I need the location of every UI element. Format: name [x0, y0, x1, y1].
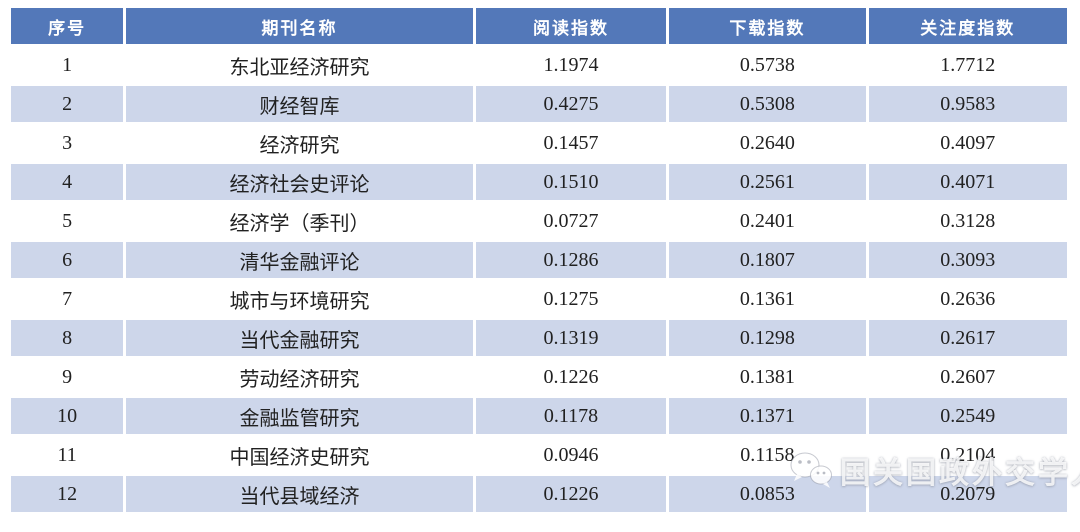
attention-index-cell: 1.7712 — [868, 47, 1067, 83]
header-cell-serial: 序号 — [11, 8, 124, 44]
serial-cell: 1 — [11, 47, 124, 83]
journal-name-cell: 当代县域经济 — [126, 476, 473, 512]
attention-index-cell: 0.3093 — [868, 242, 1067, 278]
journal-name-cell: 经济社会史评论 — [126, 164, 473, 200]
table-row: 6 清华金融评论 0.1286 0.1807 0.3093 — [11, 242, 1067, 278]
table-header-row: 序号 期刊名称 阅读指数 下载指数 关注度指数 — [11, 8, 1067, 44]
table-row: 8 当代金融研究 0.1319 0.1298 0.2617 — [11, 320, 1067, 356]
journal-name-cell: 东北亚经济研究 — [126, 47, 473, 83]
download-index-cell: 0.1807 — [669, 242, 866, 278]
journal-name-cell: 清华金融评论 — [126, 242, 473, 278]
attention-index-cell: 0.2549 — [868, 398, 1067, 434]
header-cell-attention: 关注度指数 — [868, 8, 1067, 44]
download-index-cell: 0.2561 — [669, 164, 866, 200]
table-row: 7 城市与环境研究 0.1275 0.1361 0.2636 — [11, 281, 1067, 317]
download-index-cell: 0.0853 — [669, 476, 866, 512]
serial-cell: 5 — [11, 203, 124, 239]
journal-name-cell: 经济研究 — [126, 125, 473, 161]
table-row: 4 经济社会史评论 0.1510 0.2561 0.4071 — [11, 164, 1067, 200]
reading-index-cell: 0.1510 — [475, 164, 667, 200]
reading-index-cell: 0.1457 — [475, 125, 667, 161]
download-index-cell: 0.1371 — [669, 398, 866, 434]
serial-cell: 8 — [11, 320, 124, 356]
attention-index-cell: 0.9583 — [868, 86, 1067, 122]
download-index-cell: 0.1381 — [669, 359, 866, 395]
reading-index-cell: 0.1226 — [475, 359, 667, 395]
reading-index-cell: 0.1226 — [475, 476, 667, 512]
header-cell-reading: 阅读指数 — [475, 8, 667, 44]
serial-cell: 11 — [11, 437, 124, 473]
reading-index-cell: 1.1974 — [475, 47, 667, 83]
header-cell-download: 下载指数 — [669, 8, 866, 44]
journal-index-table: 序号 期刊名称 阅读指数 下载指数 关注度指数 1 东北亚经济研究 1.1974… — [8, 5, 1070, 515]
attention-index-cell: 0.4097 — [868, 125, 1067, 161]
download-index-cell: 0.2640 — [669, 125, 866, 161]
download-index-cell: 0.5308 — [669, 86, 866, 122]
reading-index-cell: 0.1286 — [475, 242, 667, 278]
reading-index-cell: 0.0946 — [475, 437, 667, 473]
journal-name-cell: 中国经济史研究 — [126, 437, 473, 473]
serial-cell: 3 — [11, 125, 124, 161]
download-index-cell: 0.1361 — [669, 281, 866, 317]
download-index-cell: 0.1298 — [669, 320, 866, 356]
serial-cell: 9 — [11, 359, 124, 395]
serial-cell: 7 — [11, 281, 124, 317]
attention-index-cell: 0.2079 — [868, 476, 1067, 512]
serial-cell: 10 — [11, 398, 124, 434]
attention-index-cell: 0.3128 — [868, 203, 1067, 239]
serial-cell: 6 — [11, 242, 124, 278]
reading-index-cell: 0.1178 — [475, 398, 667, 434]
serial-cell: 4 — [11, 164, 124, 200]
reading-index-cell: 0.1319 — [475, 320, 667, 356]
journal-name-cell: 当代金融研究 — [126, 320, 473, 356]
serial-cell: 12 — [11, 476, 124, 512]
journal-name-cell: 经济学（季刊） — [126, 203, 473, 239]
attention-index-cell: 0.4071 — [868, 164, 1067, 200]
journal-index-table-container: 序号 期刊名称 阅读指数 下载指数 关注度指数 1 东北亚经济研究 1.1974… — [8, 5, 1070, 515]
table-row: 2 财经智库 0.4275 0.5308 0.9583 — [11, 86, 1067, 122]
reading-index-cell: 0.0727 — [475, 203, 667, 239]
reading-index-cell: 0.1275 — [475, 281, 667, 317]
attention-index-cell: 0.2636 — [868, 281, 1067, 317]
download-index-cell: 0.5738 — [669, 47, 866, 83]
attention-index-cell: 0.2104 — [868, 437, 1067, 473]
attention-index-cell: 0.2607 — [868, 359, 1067, 395]
download-index-cell: 0.2401 — [669, 203, 866, 239]
reading-index-cell: 0.4275 — [475, 86, 667, 122]
table-row: 9 劳动经济研究 0.1226 0.1381 0.2607 — [11, 359, 1067, 395]
header-cell-journal: 期刊名称 — [126, 8, 473, 44]
journal-name-cell: 财经智库 — [126, 86, 473, 122]
table-row: 1 东北亚经济研究 1.1974 0.5738 1.7712 — [11, 47, 1067, 83]
table-row: 12 当代县域经济 0.1226 0.0853 0.2079 — [11, 476, 1067, 512]
attention-index-cell: 0.2617 — [868, 320, 1067, 356]
table-row: 11 中国经济史研究 0.0946 0.1158 0.2104 — [11, 437, 1067, 473]
table-row: 10 金融监管研究 0.1178 0.1371 0.2549 — [11, 398, 1067, 434]
table-row: 3 经济研究 0.1457 0.2640 0.4097 — [11, 125, 1067, 161]
table-row: 5 经济学（季刊） 0.0727 0.2401 0.3128 — [11, 203, 1067, 239]
journal-name-cell: 金融监管研究 — [126, 398, 473, 434]
journal-name-cell: 劳动经济研究 — [126, 359, 473, 395]
serial-cell: 2 — [11, 86, 124, 122]
journal-name-cell: 城市与环境研究 — [126, 281, 473, 317]
download-index-cell: 0.1158 — [669, 437, 866, 473]
table-body: 1 东北亚经济研究 1.1974 0.5738 1.7712 2 财经智库 0.… — [11, 47, 1067, 512]
